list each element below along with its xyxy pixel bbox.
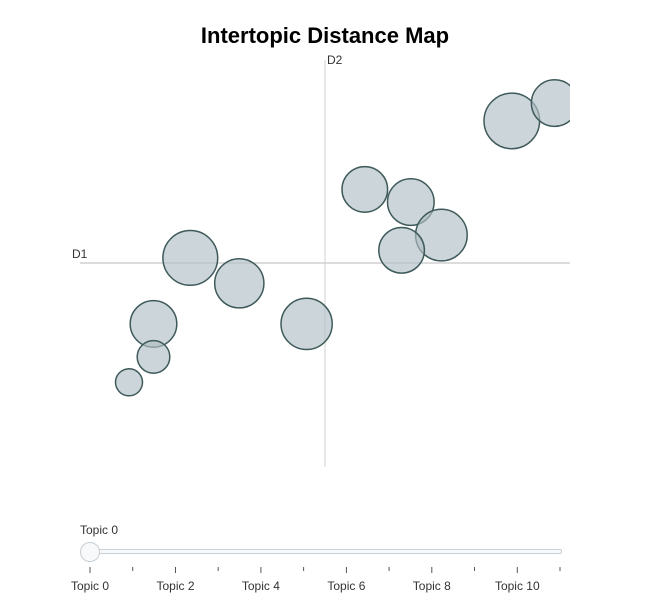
topic-bubble[interactable]: [114, 368, 144, 397]
topic-slider-track[interactable]: [90, 549, 562, 554]
topic-bubble[interactable]: [341, 165, 389, 213]
slider-current-topic-label: Topic 0: [80, 523, 119, 537]
slider-tick-label[interactable]: Topic 6: [327, 579, 365, 593]
topic-bubble[interactable]: [162, 229, 219, 287]
chart-title: Intertopic Distance Map: [200, 23, 450, 48]
slider-tick-label[interactable]: Topic 4: [242, 579, 280, 593]
topic-bubble[interactable]: [530, 79, 578, 128]
slider-tick-label[interactable]: Topic 2: [156, 579, 194, 593]
x-axis-label: D1: [72, 247, 88, 261]
slider-tick-label[interactable]: Topic 10: [495, 579, 540, 593]
topic-bubble[interactable]: [213, 257, 265, 309]
topic-bubble[interactable]: [386, 178, 435, 227]
topic-bubble[interactable]: [280, 297, 333, 351]
topic-bubble[interactable]: [136, 339, 171, 374]
topic-slider-handle[interactable]: [80, 542, 100, 562]
slider-tick-label[interactable]: Topic 8: [413, 579, 451, 593]
topic-bubble[interactable]: [378, 226, 426, 274]
y-axis-label: D2: [327, 53, 343, 67]
slider-tick-label[interactable]: Topic 0: [71, 579, 109, 593]
